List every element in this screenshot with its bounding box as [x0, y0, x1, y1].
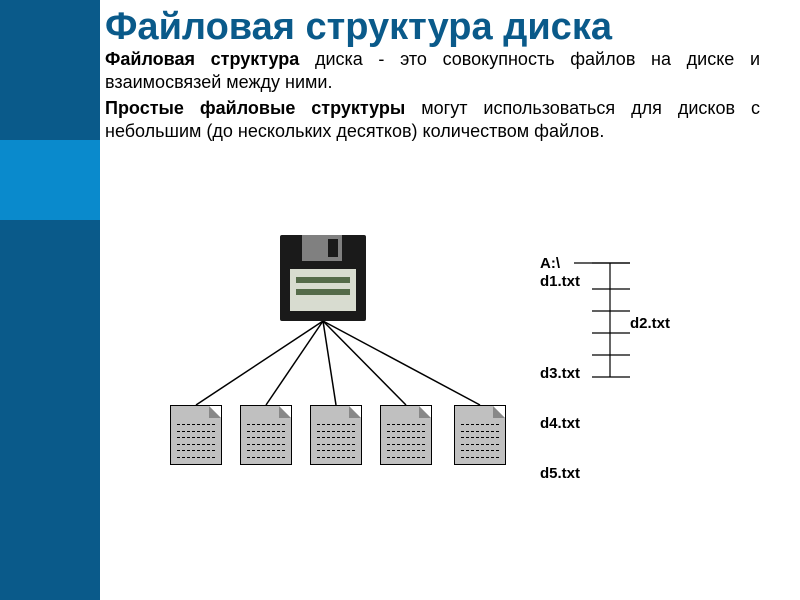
paragraph-1: Файловая структура диска - это совокупно… — [105, 48, 760, 95]
file-icon — [310, 405, 362, 465]
title-block: Файловая структура диска — [105, 8, 790, 48]
paragraph-2: Простые файловые структуры могут использ… — [105, 97, 760, 144]
tree-file: d1.txt — [540, 273, 580, 290]
text-block: Файловая структура диска - это совокупно… — [105, 48, 760, 144]
tree-file: d3.txt — [540, 365, 580, 382]
file-icon — [240, 405, 292, 465]
tree-root: A:\ — [540, 255, 560, 272]
floppy-shutter-slot — [328, 239, 338, 257]
page-title: Файловая структура диска — [105, 8, 790, 48]
floppy-disk-icon — [280, 235, 366, 321]
tree-file: d5.txt — [540, 465, 580, 482]
file-icon — [454, 405, 506, 465]
file-icon — [380, 405, 432, 465]
tree-file: d4.txt — [540, 415, 580, 432]
file-icon — [170, 405, 222, 465]
floppy-label — [290, 269, 356, 311]
fanout-diagram — [160, 235, 530, 495]
tree-file: d2.txt — [630, 315, 670, 332]
sidebar-accent — [0, 0, 100, 600]
